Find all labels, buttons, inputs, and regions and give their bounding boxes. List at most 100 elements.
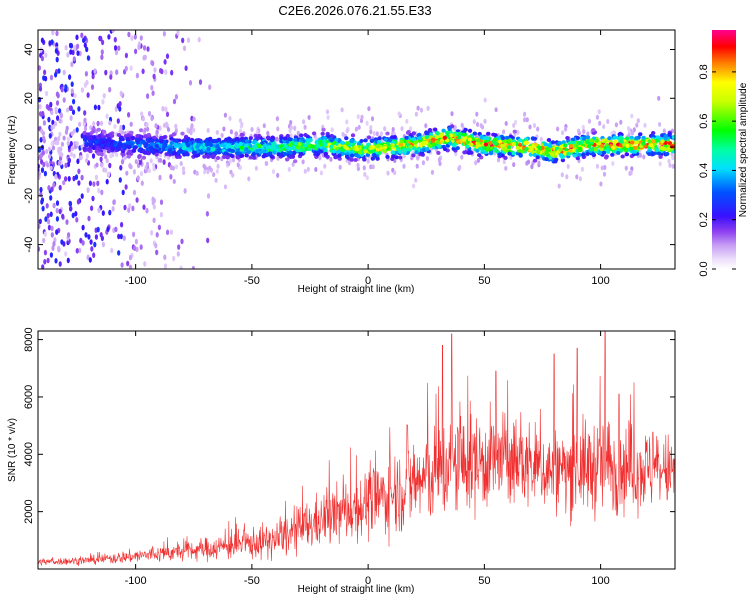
spectrogram-halo-cell	[100, 162, 104, 168]
spectrogram-ridge-cell	[224, 137, 229, 142]
spectrogram-ridge-cell	[517, 138, 523, 143]
spectrogram-ridge-cell	[143, 134, 148, 139]
spectrogram-ridge-cell	[604, 154, 609, 159]
spectrogram-ridge-cell	[84, 143, 89, 148]
snr-series-line	[38, 331, 675, 567]
spectrogram-halo-cell	[146, 126, 150, 132]
spectrogram-noise-cell	[54, 48, 59, 54]
spectrogram-noise-cell	[157, 224, 161, 231]
spectrogram-ridge-cell	[511, 151, 516, 156]
spectrogram-noise-cell	[88, 257, 92, 263]
spectrogram-noise-cell	[38, 111, 43, 117]
spectrogram-ridge-cell	[411, 137, 416, 142]
spectrogram-halo-cell	[155, 129, 159, 135]
spectrogram-noise-cell	[152, 204, 156, 210]
spectrogram-ridge-cell	[91, 135, 97, 140]
spectrogram-halo-cell	[338, 164, 342, 170]
spectrogram-noise-cell	[38, 147, 42, 153]
spectrogram-ridge-cell	[654, 148, 660, 153]
spectrogram-halo-cell	[450, 111, 454, 117]
spectrogram-noise-cell	[142, 45, 147, 51]
spectrogram-ridge-cell	[282, 151, 288, 156]
spectrogram-noise-cell	[69, 49, 73, 55]
spectrogram-halo-cell	[365, 120, 369, 126]
spectrogram-ridge-cell	[244, 153, 249, 158]
spectrogram-noise-cell	[49, 195, 53, 201]
spectrogram-ridge-cell	[507, 138, 512, 143]
spectrogram-halo-cell	[671, 163, 675, 169]
spectrogram-ridge-cell	[478, 146, 483, 151]
spectrogram-x-ticks: -100 -50 0 50 100	[125, 30, 610, 287]
spectrogram-halo-cell	[85, 153, 89, 159]
spectrogram-ridge-cell	[629, 135, 634, 140]
spectrogram-ridge-cell	[425, 146, 430, 151]
spectrogram-noise-cell	[121, 124, 126, 131]
spectrogram-ridge-cell	[493, 133, 498, 138]
spectrogram-ridge-cell	[515, 145, 521, 150]
spectrogram-ridge-cell	[105, 142, 110, 147]
spectrogram-ridge-cell	[476, 143, 481, 148]
spectrogram-noise-cell	[142, 204, 146, 210]
spectrogram-ridge-cell	[591, 128, 596, 133]
spectrogram-ridge-cell	[196, 142, 201, 147]
spectrogram-ridge-cell	[613, 139, 618, 144]
spectrogram-ridge-cell	[269, 154, 274, 159]
spectrogram-noise-cell	[47, 105, 51, 111]
spectrogram-ridge-cell	[307, 147, 312, 152]
spectrogram-ridge-cell	[306, 143, 312, 148]
spectrogram-noise-cell	[77, 106, 81, 112]
spectrogram-ridge-cell	[404, 135, 409, 140]
spectrogram-halo-cell	[504, 121, 508, 126]
spectrogram-ridge-cell	[238, 141, 243, 146]
spectrogram-halo-cell	[575, 174, 579, 180]
spectrogram-ridge-cell	[385, 131, 390, 136]
spectrogram-halo-cell	[460, 154, 464, 160]
spectrogram-halo-cell	[289, 133, 293, 139]
spectrogram-halo-cell	[66, 140, 70, 146]
spectrogram-halo-cell	[356, 162, 360, 168]
spectrogram-noise-cell	[118, 177, 122, 183]
spectrogram-ridge-cell	[104, 146, 110, 151]
spectrogram-halo-cell	[375, 131, 379, 137]
spectrogram-halo-cell	[425, 156, 429, 161]
spectrogram-noise-cell	[89, 239, 93, 245]
spectrogram-noise-cell	[56, 115, 60, 121]
spectrogram-halo-cell	[438, 161, 442, 167]
spectrogram-ridge-cell	[363, 138, 368, 143]
spectrogram-ridge-cell	[92, 145, 97, 150]
spectrogram-noise-cell	[93, 68, 97, 74]
spectrogram-ridge-cell	[366, 135, 372, 140]
spectrogram-halo-cell	[307, 115, 311, 120]
spectrogram-halo-cell	[60, 141, 64, 147]
spectrogram-halo-cell	[141, 116, 145, 122]
spectrogram-noise-cell	[56, 92, 60, 99]
spectrogram-ridge-cell	[321, 127, 326, 132]
spectrogram-halo-cell	[512, 123, 516, 128]
spectrogram-halo-cell	[58, 131, 62, 137]
spectrogram-noise-cell	[208, 84, 212, 90]
spectrogram-halo-cell	[254, 165, 258, 171]
spectrogram-noise-cell	[64, 84, 68, 90]
spectrogram-noise-cell	[76, 199, 80, 205]
spectrogram-noise-cell	[69, 205, 73, 212]
spectrogram-ridge-cell	[660, 139, 665, 144]
spectrogram-halo-cell	[291, 161, 295, 167]
spectrogram-ridge-cell	[508, 134, 514, 139]
spectrogram-ridge-cell	[349, 153, 355, 158]
spectrogram-halo-cell	[140, 111, 144, 117]
spectrogram-noise-cell	[48, 133, 52, 139]
spectrogram-halo-cell	[182, 170, 186, 176]
spectrogram-halo-cell	[357, 124, 361, 130]
spectrogram-ridge-cell	[641, 135, 646, 140]
spectrogram-halo-cell	[341, 131, 345, 137]
spectrogram-halo-cell	[483, 118, 487, 124]
spectrogram-ridge-cell	[320, 131, 325, 136]
spectrogram-ridge-cell	[665, 151, 670, 156]
spectrogram-noise-cell	[172, 98, 177, 105]
spectrogram-ridge-cell	[566, 152, 571, 156]
spectrogram-halo-cell	[632, 127, 636, 133]
spectrogram-halo-cell	[239, 123, 243, 129]
spectrogram-ridge-cell	[356, 142, 362, 146]
spectrogram-ridge-cell	[585, 135, 591, 140]
spectrogram-halo-cell	[65, 125, 69, 131]
